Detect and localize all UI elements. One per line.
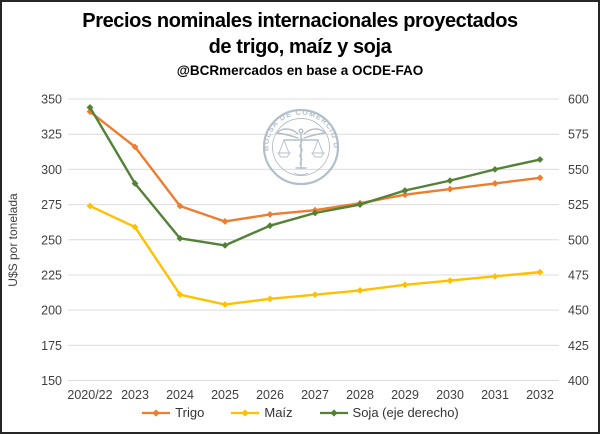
data-point-soja-eje-derecho <box>491 165 499 173</box>
x-tick-label: 2026 <box>256 388 284 402</box>
data-point-ma-z <box>266 295 274 303</box>
data-point-soja-eje-derecho <box>446 177 454 185</box>
x-tick-label: 2025 <box>211 388 239 402</box>
x-tick-label: 2029 <box>391 388 419 402</box>
data-point-ma-z <box>356 287 364 294</box>
chart-legend: Trigo Maíz Soja (eje derecho) <box>2 405 598 420</box>
legend-item-trigo: Trigo <box>141 405 204 420</box>
data-point-trigo <box>131 143 139 151</box>
data-point-soja-eje-derecho <box>401 187 409 194</box>
data-point-trigo <box>446 185 454 193</box>
data-point-soja-eje-derecho <box>356 201 364 208</box>
y-tick-label-left: 325 <box>41 128 62 142</box>
data-point-soja-eje-derecho <box>86 104 94 111</box>
y-tick-label-right: 500 <box>568 233 589 247</box>
data-point-ma-z <box>221 301 229 308</box>
watermark-seal-bolsa-comercio-rosario: BOLSA DE COMERCIO DE ROSARIO <box>261 108 340 186</box>
chart-title-line1: Precios nominales internacionales proyec… <box>82 10 518 32</box>
y-tick-label-right: 600 <box>568 93 589 107</box>
data-point-soja-eje-derecho <box>131 180 139 187</box>
chart-title: Precios nominales internacionales proyec… <box>2 8 598 60</box>
caduceus-and-scales-icon <box>275 128 327 176</box>
x-tick-label: 2023 <box>121 388 149 402</box>
data-point-trigo <box>221 218 229 225</box>
legend-item-soja-eje-derecho: Soja (eje derecho) <box>319 405 459 420</box>
chart-title-line2: de trigo, maíz y soja <box>208 36 392 58</box>
x-tick-label: 2027 <box>301 388 329 402</box>
axis-label-layer: 350 600 325 575 300 550 275 525 250 500 225 475 200 4… <box>6 93 589 403</box>
data-point-ma-z <box>401 281 409 289</box>
grid-layer <box>68 98 559 381</box>
y-tick-label-left: 175 <box>41 339 62 353</box>
y-axis-title: U$S por tonelada <box>6 193 20 287</box>
data-point-ma-z <box>86 202 94 210</box>
x-tick-label: 2032 <box>526 388 554 402</box>
y-tick-label-left: 150 <box>41 374 62 388</box>
legend-marker-ma-z <box>231 408 260 417</box>
y-tick-label-left: 350 <box>41 93 62 107</box>
legend-marker-trigo <box>142 408 171 417</box>
data-point-ma-z <box>536 268 544 276</box>
data-point-ma-z <box>176 291 184 299</box>
data-point-soja-eje-derecho <box>176 234 184 242</box>
data-point-trigo <box>176 202 184 210</box>
y-tick-label-left: 275 <box>41 198 62 212</box>
y-tick-label-right: 425 <box>568 339 589 353</box>
series-line-ma-z <box>89 204 541 306</box>
data-point-soja-eje-derecho <box>221 241 229 249</box>
data-point-ma-z <box>311 291 319 299</box>
y-tick-label-right: 575 <box>568 128 589 142</box>
data-point-trigo <box>536 174 544 182</box>
y-tick-label-left: 225 <box>41 268 62 282</box>
y-tick-label-left: 300 <box>41 163 62 177</box>
y-tick-label-right: 400 <box>568 374 589 388</box>
chart-subtitle: @BCRmercados en base a OCDE-FAO <box>176 63 424 78</box>
data-point-soja-eje-derecho <box>536 156 544 163</box>
data-point-soja-eje-derecho <box>311 209 319 217</box>
data-point-ma-z <box>131 223 139 231</box>
x-tick-label: 2020/22 <box>67 388 112 402</box>
x-tick-label: 2030 <box>436 388 464 402</box>
data-point-ma-z <box>491 272 499 280</box>
data-point-soja-eje-derecho <box>266 222 274 230</box>
data-point-trigo <box>266 211 274 218</box>
y-tick-label-left: 250 <box>41 233 62 247</box>
y-tick-label-left: 200 <box>41 304 62 318</box>
y-tick-label-right: 475 <box>568 268 589 282</box>
x-tick-label: 2024 <box>166 388 194 402</box>
y-tick-label-right: 550 <box>568 163 589 177</box>
data-point-trigo <box>401 191 409 199</box>
data-point-trigo <box>491 180 499 187</box>
data-point-ma-z <box>446 277 454 284</box>
x-tick-label: 2031 <box>481 388 509 402</box>
legend-label-ma-z: Maíz <box>264 405 293 420</box>
legend-label-trigo: Trigo <box>175 405 205 420</box>
y-tick-label-right: 525 <box>568 198 589 212</box>
y-tick-label-right: 450 <box>568 304 589 318</box>
legend-label-soja-eje-derecho: Soja (eje derecho) <box>352 405 459 420</box>
legend-item-ma-z: Maíz <box>230 405 293 420</box>
x-tick-label: 2028 <box>346 388 374 402</box>
series-layer <box>86 104 544 308</box>
legend-marker-soja-eje-derecho <box>319 408 348 417</box>
